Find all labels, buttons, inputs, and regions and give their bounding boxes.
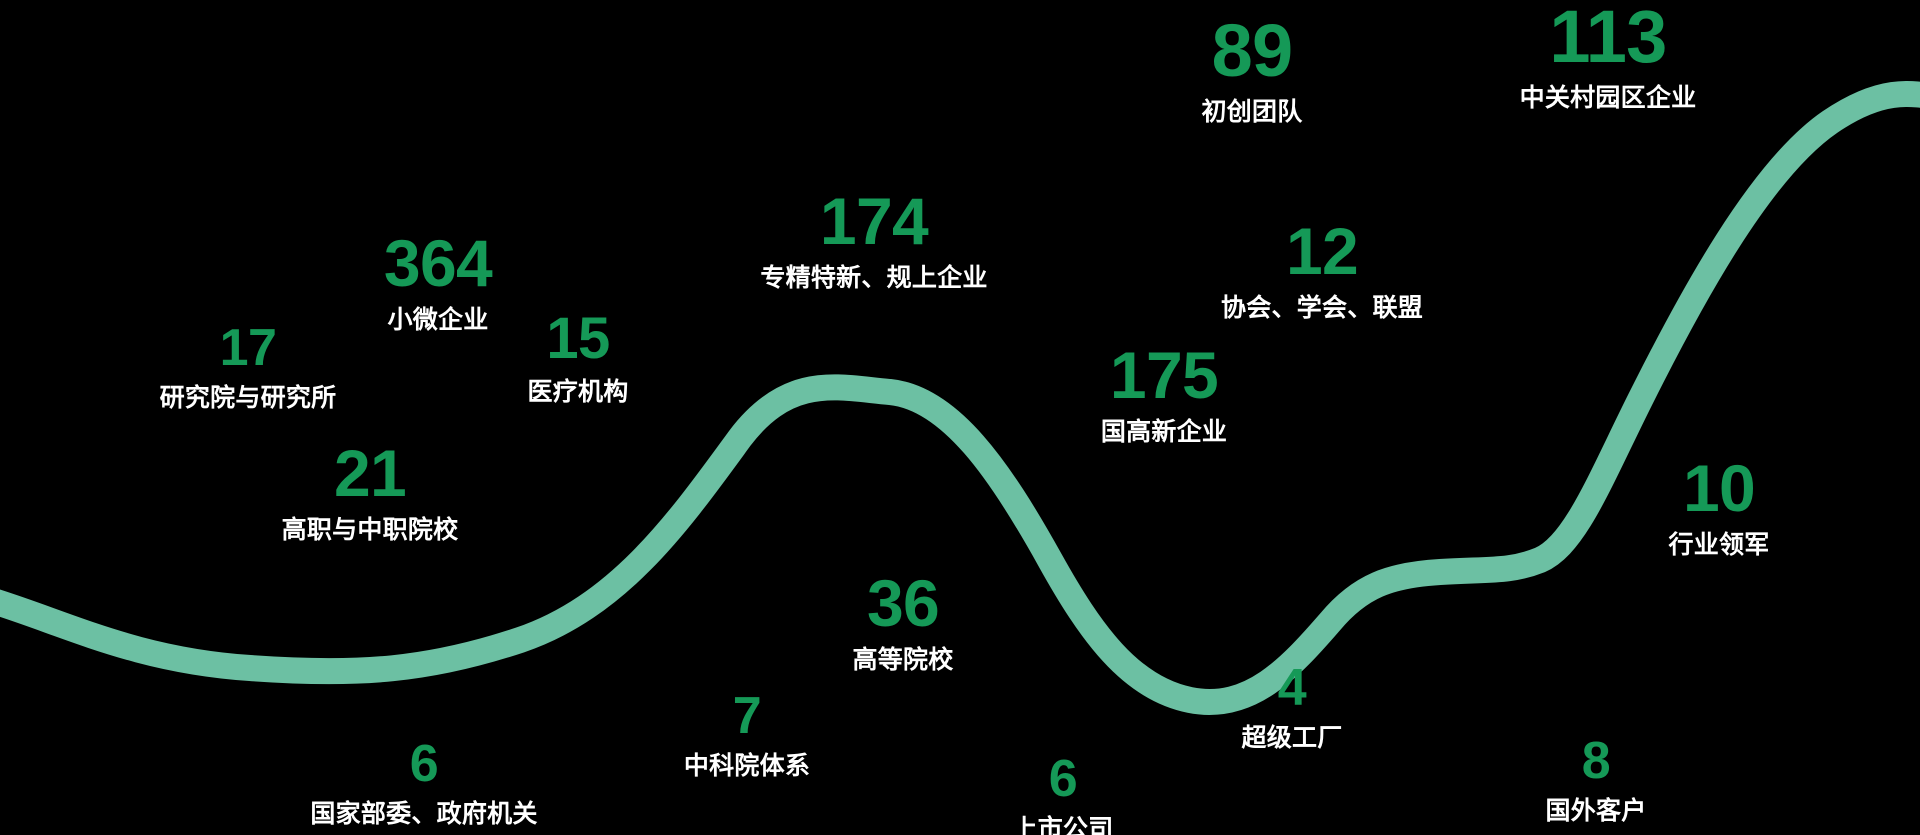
stat-label: 国高新企业: [1100, 418, 1228, 446]
stat-callout: 364 小微企业: [383, 226, 493, 335]
stat-value: 175: [1109, 338, 1219, 412]
stat-callout: 175 国高新企业: [1101, 342, 1227, 447]
stat-label: 高职与中职院校: [281, 516, 459, 544]
stat-callout: 12 协会、学会、联盟: [1221, 218, 1423, 323]
stat-callout: 6 国家部委、政府机关: [310, 738, 537, 829]
stat-label: 研究院与研究所: [159, 384, 337, 412]
stat-callout: 8 国外客户: [1545, 735, 1646, 826]
stat-value: 89: [1211, 9, 1294, 92]
stat-callout: 36 高等院校: [852, 570, 953, 675]
stat-label: 中关村园区企业: [1519, 84, 1697, 112]
stat-value: 4: [1277, 659, 1307, 717]
stat-value: 36: [866, 566, 940, 640]
stat-callout: 4 超级工厂: [1241, 662, 1342, 753]
stat-value: 15: [546, 306, 610, 371]
stat-label: 上市公司: [1012, 815, 1114, 835]
stat-label: 小微企业: [387, 306, 489, 334]
stat-value: 10: [1682, 451, 1756, 525]
stat-value: 6: [409, 735, 439, 793]
stat-callout: 17 研究院与研究所: [160, 322, 337, 413]
stat-value: 174: [819, 184, 929, 258]
stat-label: 初创团队: [1201, 98, 1303, 126]
stat-label: 国家部委、政府机关: [310, 800, 538, 828]
stat-value: 12: [1285, 214, 1359, 288]
stat-callout: 21 高职与中职院校: [282, 440, 459, 545]
stat-callout: 15 医疗机构: [527, 310, 628, 407]
stat-label: 国外客户: [1545, 797, 1647, 825]
stat-value: 7: [732, 687, 762, 745]
stat-value: 8: [1581, 732, 1611, 790]
stat-value: 17: [219, 319, 277, 377]
stat-label: 超级工厂: [1241, 724, 1343, 752]
stat-label: 协会、学会、联盟: [1220, 294, 1424, 322]
stat-label: 医疗机构: [527, 378, 629, 406]
stat-label: 中科院体系: [683, 752, 811, 780]
stat-value: 364: [383, 226, 493, 300]
stat-value: 113: [1549, 0, 1667, 78]
stat-callout: 7 中科院体系: [684, 690, 810, 781]
stat-value: 6: [1048, 750, 1078, 808]
stat-callout: 113 中关村园区企业: [1520, 0, 1697, 113]
stat-callout: 10 行业领军: [1668, 455, 1769, 560]
stat-value: 21: [333, 436, 407, 510]
stat-label: 高等院校: [852, 646, 954, 674]
stat-label: 行业领军: [1668, 531, 1770, 559]
stat-callout: 89 初创团队: [1201, 14, 1302, 127]
stat-callout: 6 上市公司: [1012, 753, 1113, 835]
stat-callout: 174 专精特新、规上企业: [760, 188, 987, 293]
stat-label: 专精特新、规上企业: [760, 264, 988, 292]
